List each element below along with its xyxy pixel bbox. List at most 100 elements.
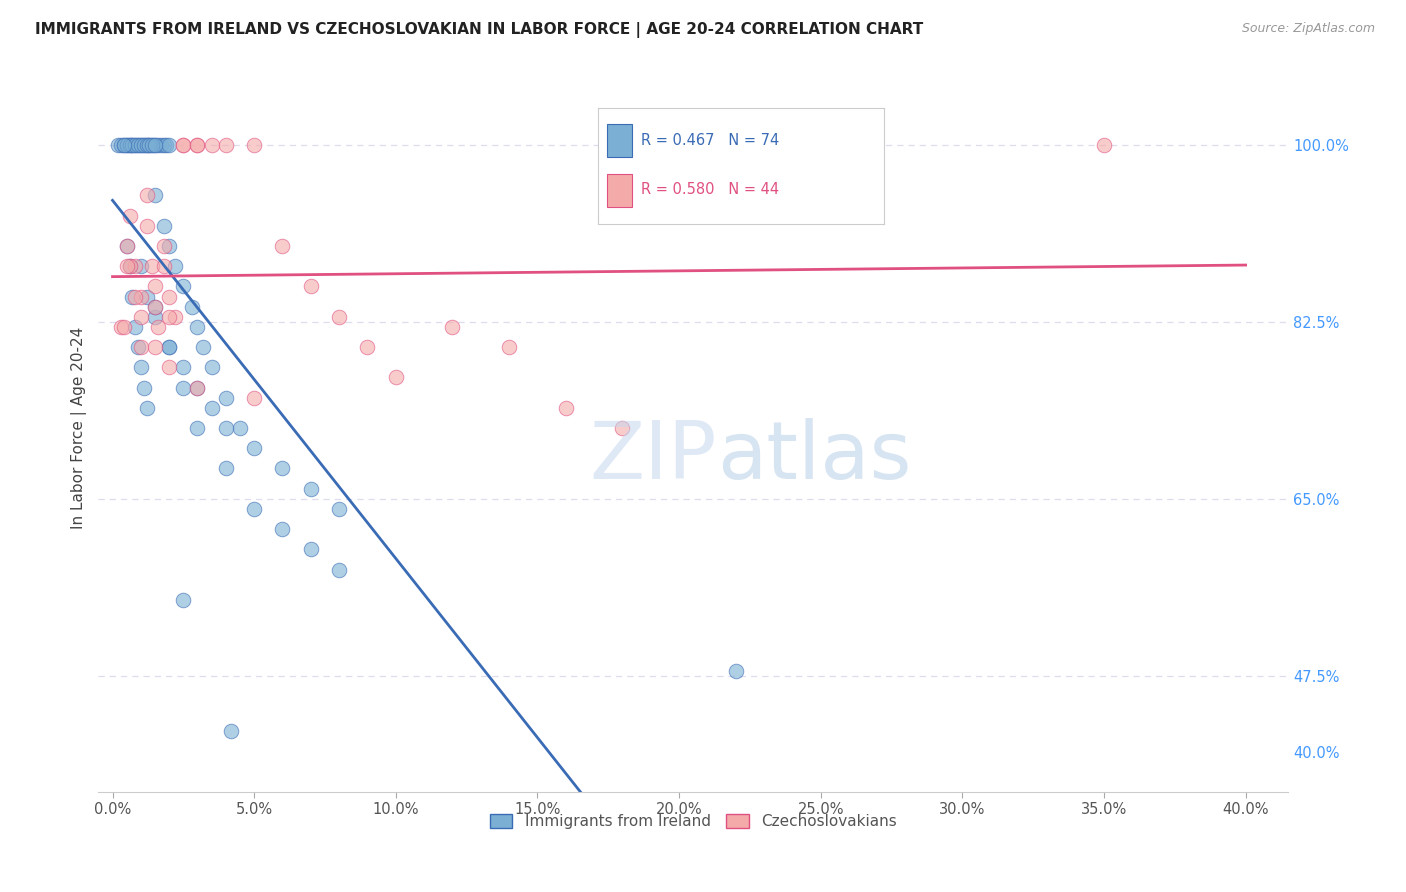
Point [124, 259, 146, 273]
Point [124, 137, 146, 152]
Point [172, 593, 194, 607]
Point [115, 137, 138, 152]
Point [112, 137, 135, 152]
Point [172, 279, 194, 293]
Point [215, 137, 238, 152]
Legend: Immigrants from Ireland, Czechoslovakians: Immigrants from Ireland, Czechoslovakian… [484, 808, 903, 835]
Point [186, 137, 208, 152]
Point [299, 482, 322, 496]
Point [172, 380, 194, 394]
Point [243, 137, 266, 152]
Point [138, 137, 160, 152]
Point [118, 137, 141, 152]
Point [163, 310, 186, 324]
Point [143, 137, 166, 152]
Point [152, 137, 174, 152]
Point [724, 137, 747, 152]
Point [121, 289, 143, 303]
Point [180, 300, 202, 314]
Point [129, 289, 152, 303]
Point [132, 380, 155, 394]
Point [146, 319, 169, 334]
Point [172, 137, 194, 152]
Point [143, 310, 166, 324]
Point [157, 340, 180, 354]
Point [115, 239, 138, 253]
Point [118, 137, 141, 152]
Point [201, 401, 224, 415]
Point [441, 319, 464, 334]
Point [127, 137, 149, 152]
Point [215, 461, 238, 475]
Point [124, 289, 146, 303]
Point [152, 239, 174, 253]
Point [243, 441, 266, 455]
Point [384, 370, 406, 384]
Point [149, 137, 172, 152]
Point [118, 209, 141, 223]
Point [129, 340, 152, 354]
Point [554, 401, 576, 415]
Point [172, 360, 194, 375]
Point [107, 137, 129, 152]
Point [132, 137, 155, 152]
Point [127, 340, 149, 354]
Point [112, 137, 135, 152]
Point [143, 137, 166, 152]
Point [129, 259, 152, 273]
Point [143, 300, 166, 314]
Point [163, 259, 186, 273]
Point [157, 289, 180, 303]
Point [155, 137, 177, 152]
Point [146, 137, 169, 152]
Point [328, 563, 350, 577]
Point [129, 137, 152, 152]
Point [243, 391, 266, 405]
Point [135, 219, 157, 233]
Point [229, 421, 252, 435]
Point [129, 310, 152, 324]
Point [201, 137, 224, 152]
Point [191, 340, 214, 354]
Point [152, 259, 174, 273]
Point [124, 137, 146, 152]
Point [132, 137, 155, 152]
Point [135, 401, 157, 415]
Point [143, 300, 166, 314]
Point [118, 259, 141, 273]
Text: ZIP: ZIP [589, 418, 717, 496]
Y-axis label: In Labor Force | Age 20-24: In Labor Force | Age 20-24 [72, 326, 87, 529]
Point [121, 137, 143, 152]
Point [135, 188, 157, 202]
Point [135, 289, 157, 303]
Point [157, 340, 180, 354]
Point [299, 542, 322, 557]
Point [299, 279, 322, 293]
Point [141, 259, 163, 273]
Point [328, 310, 350, 324]
Point [271, 522, 294, 536]
Point [157, 137, 180, 152]
Point [110, 319, 132, 334]
Point [356, 340, 378, 354]
Point [724, 664, 747, 678]
Point [138, 137, 160, 152]
Point [215, 391, 238, 405]
Point [328, 502, 350, 516]
Point [118, 259, 141, 273]
Point [157, 239, 180, 253]
Point [143, 279, 166, 293]
Point [271, 461, 294, 475]
Point [215, 421, 238, 435]
Point [186, 319, 208, 334]
Point [124, 319, 146, 334]
Point [186, 137, 208, 152]
Point [143, 188, 166, 202]
Point [135, 137, 157, 152]
Point [141, 137, 163, 152]
Point [110, 137, 132, 152]
Point [143, 340, 166, 354]
Point [157, 310, 180, 324]
Point [243, 502, 266, 516]
Point [129, 137, 152, 152]
